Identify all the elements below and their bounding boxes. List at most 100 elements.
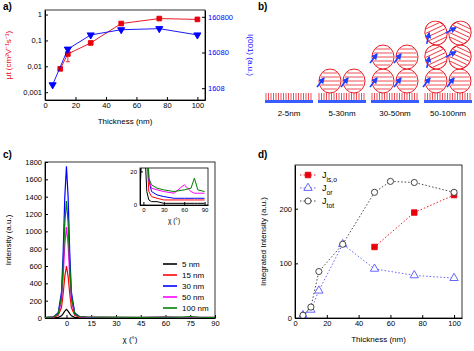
tick-label: 1608	[208, 84, 225, 93]
x-axis-title: Thickness (nm)	[98, 117, 153, 126]
tick: 200	[29, 297, 48, 306]
grain-layer	[376, 89, 390, 90]
tick-label: 600	[29, 262, 42, 271]
legend-line	[163, 307, 177, 309]
grain-layer	[451, 53, 469, 61]
grain-layer	[374, 61, 393, 62]
grain	[394, 45, 418, 69]
axis-line	[45, 11, 46, 101]
molecule-stripe	[364, 93, 365, 100]
data-point	[300, 312, 306, 318]
tick-label: 1800	[25, 158, 42, 167]
tick-label: 400	[29, 279, 42, 288]
molecule-stripe	[445, 93, 446, 100]
grain	[370, 69, 394, 93]
plot-frame	[45, 162, 215, 318]
grain-layer	[374, 53, 393, 54]
molecule-stripe	[329, 93, 330, 100]
tick-label: 0	[288, 314, 292, 323]
molecule-stripe	[339, 93, 340, 100]
tick: 0	[288, 314, 298, 323]
axis-left: 0100200	[279, 166, 298, 323]
y-axis-title: Intensity (a.u.)	[4, 214, 13, 265]
tick: 0	[134, 202, 143, 208]
grain-layer	[427, 77, 446, 78]
tick-label: 0,1	[32, 36, 42, 45]
data-point	[88, 41, 93, 46]
tick-label: 100	[192, 101, 205, 110]
grain-layer	[323, 89, 337, 90]
legend-label: 30 nm	[182, 282, 205, 291]
tick-label: 200	[279, 205, 292, 214]
tick-mark	[45, 197, 48, 198]
growth-stage	[419, 17, 474, 103]
axis-line	[141, 205, 209, 206]
substrate	[371, 100, 419, 103]
grain-layer	[321, 77, 340, 78]
molecule-stripe	[435, 93, 436, 100]
molecule-stripe	[455, 93, 456, 100]
legend-label: 15 nm	[182, 271, 205, 280]
tick: 0,001	[23, 88, 48, 97]
molecule-stripe	[437, 93, 438, 100]
molecule-stripe	[414, 93, 415, 100]
molecule-stripe	[409, 93, 410, 100]
grain-layer	[429, 57, 446, 65]
axis-left: 020040060080010001200140016001800	[25, 158, 48, 323]
orientation-arrow	[423, 33, 433, 44]
grain	[394, 69, 418, 93]
tick: 100	[192, 97, 205, 110]
orientation-arrow	[317, 78, 324, 87]
axis-bottom: 020406080100	[43, 97, 205, 110]
tick-label: 0	[38, 314, 42, 323]
tick-label: 75	[187, 319, 195, 328]
stage-label: 30-50nm	[379, 109, 411, 118]
tick-label: 30	[161, 207, 168, 213]
axis-right: 160816080160800	[202, 11, 233, 101]
grain-layer	[397, 81, 417, 82]
grain-layer	[345, 77, 364, 78]
data-point	[156, 27, 163, 33]
data-point	[410, 271, 418, 278]
molecule-stripe	[402, 93, 403, 100]
panel-label: a)	[3, 1, 12, 12]
tick-mark	[143, 202, 144, 205]
grain-layer	[450, 61, 463, 67]
orientation-arrow	[394, 78, 401, 87]
tick-label: 15	[88, 319, 96, 328]
data-point	[49, 83, 56, 89]
legend-item: 100 nm	[163, 304, 209, 313]
data-point	[64, 47, 71, 53]
tick-mark	[45, 66, 48, 67]
tick-mark	[454, 315, 455, 318]
tick-label: 0	[43, 101, 47, 110]
tick-label: 1200	[25, 210, 42, 219]
axis-line	[45, 163, 46, 319]
tick-label: 40	[102, 101, 110, 110]
tick-mark	[45, 15, 48, 16]
plot-data	[49, 16, 201, 89]
tick-label: 90	[202, 207, 209, 213]
grain-layer	[429, 33, 446, 41]
grain-layer	[426, 25, 443, 33]
molecule-stripe	[447, 93, 448, 100]
molecule-stripe	[268, 93, 269, 100]
grain-layer	[451, 77, 470, 78]
data-point	[194, 33, 201, 39]
molecule-stripe	[382, 93, 383, 100]
legend-line	[163, 263, 177, 265]
plot-frame	[295, 165, 462, 318]
molecule-stripe	[273, 93, 274, 100]
stage-label: 2-5nm	[278, 109, 301, 118]
tick-mark	[66, 315, 67, 318]
grain-layer	[400, 73, 414, 74]
grain	[443, 17, 474, 49]
molecule-stripe	[301, 93, 302, 100]
molecule-stripe	[432, 93, 433, 100]
grain-outline	[445, 41, 474, 72]
molecule-stripe	[344, 93, 345, 100]
molecule-stripe	[308, 93, 309, 100]
grain-layer	[400, 65, 414, 66]
tick-mark	[167, 97, 168, 100]
molecule-stripe	[460, 93, 461, 100]
